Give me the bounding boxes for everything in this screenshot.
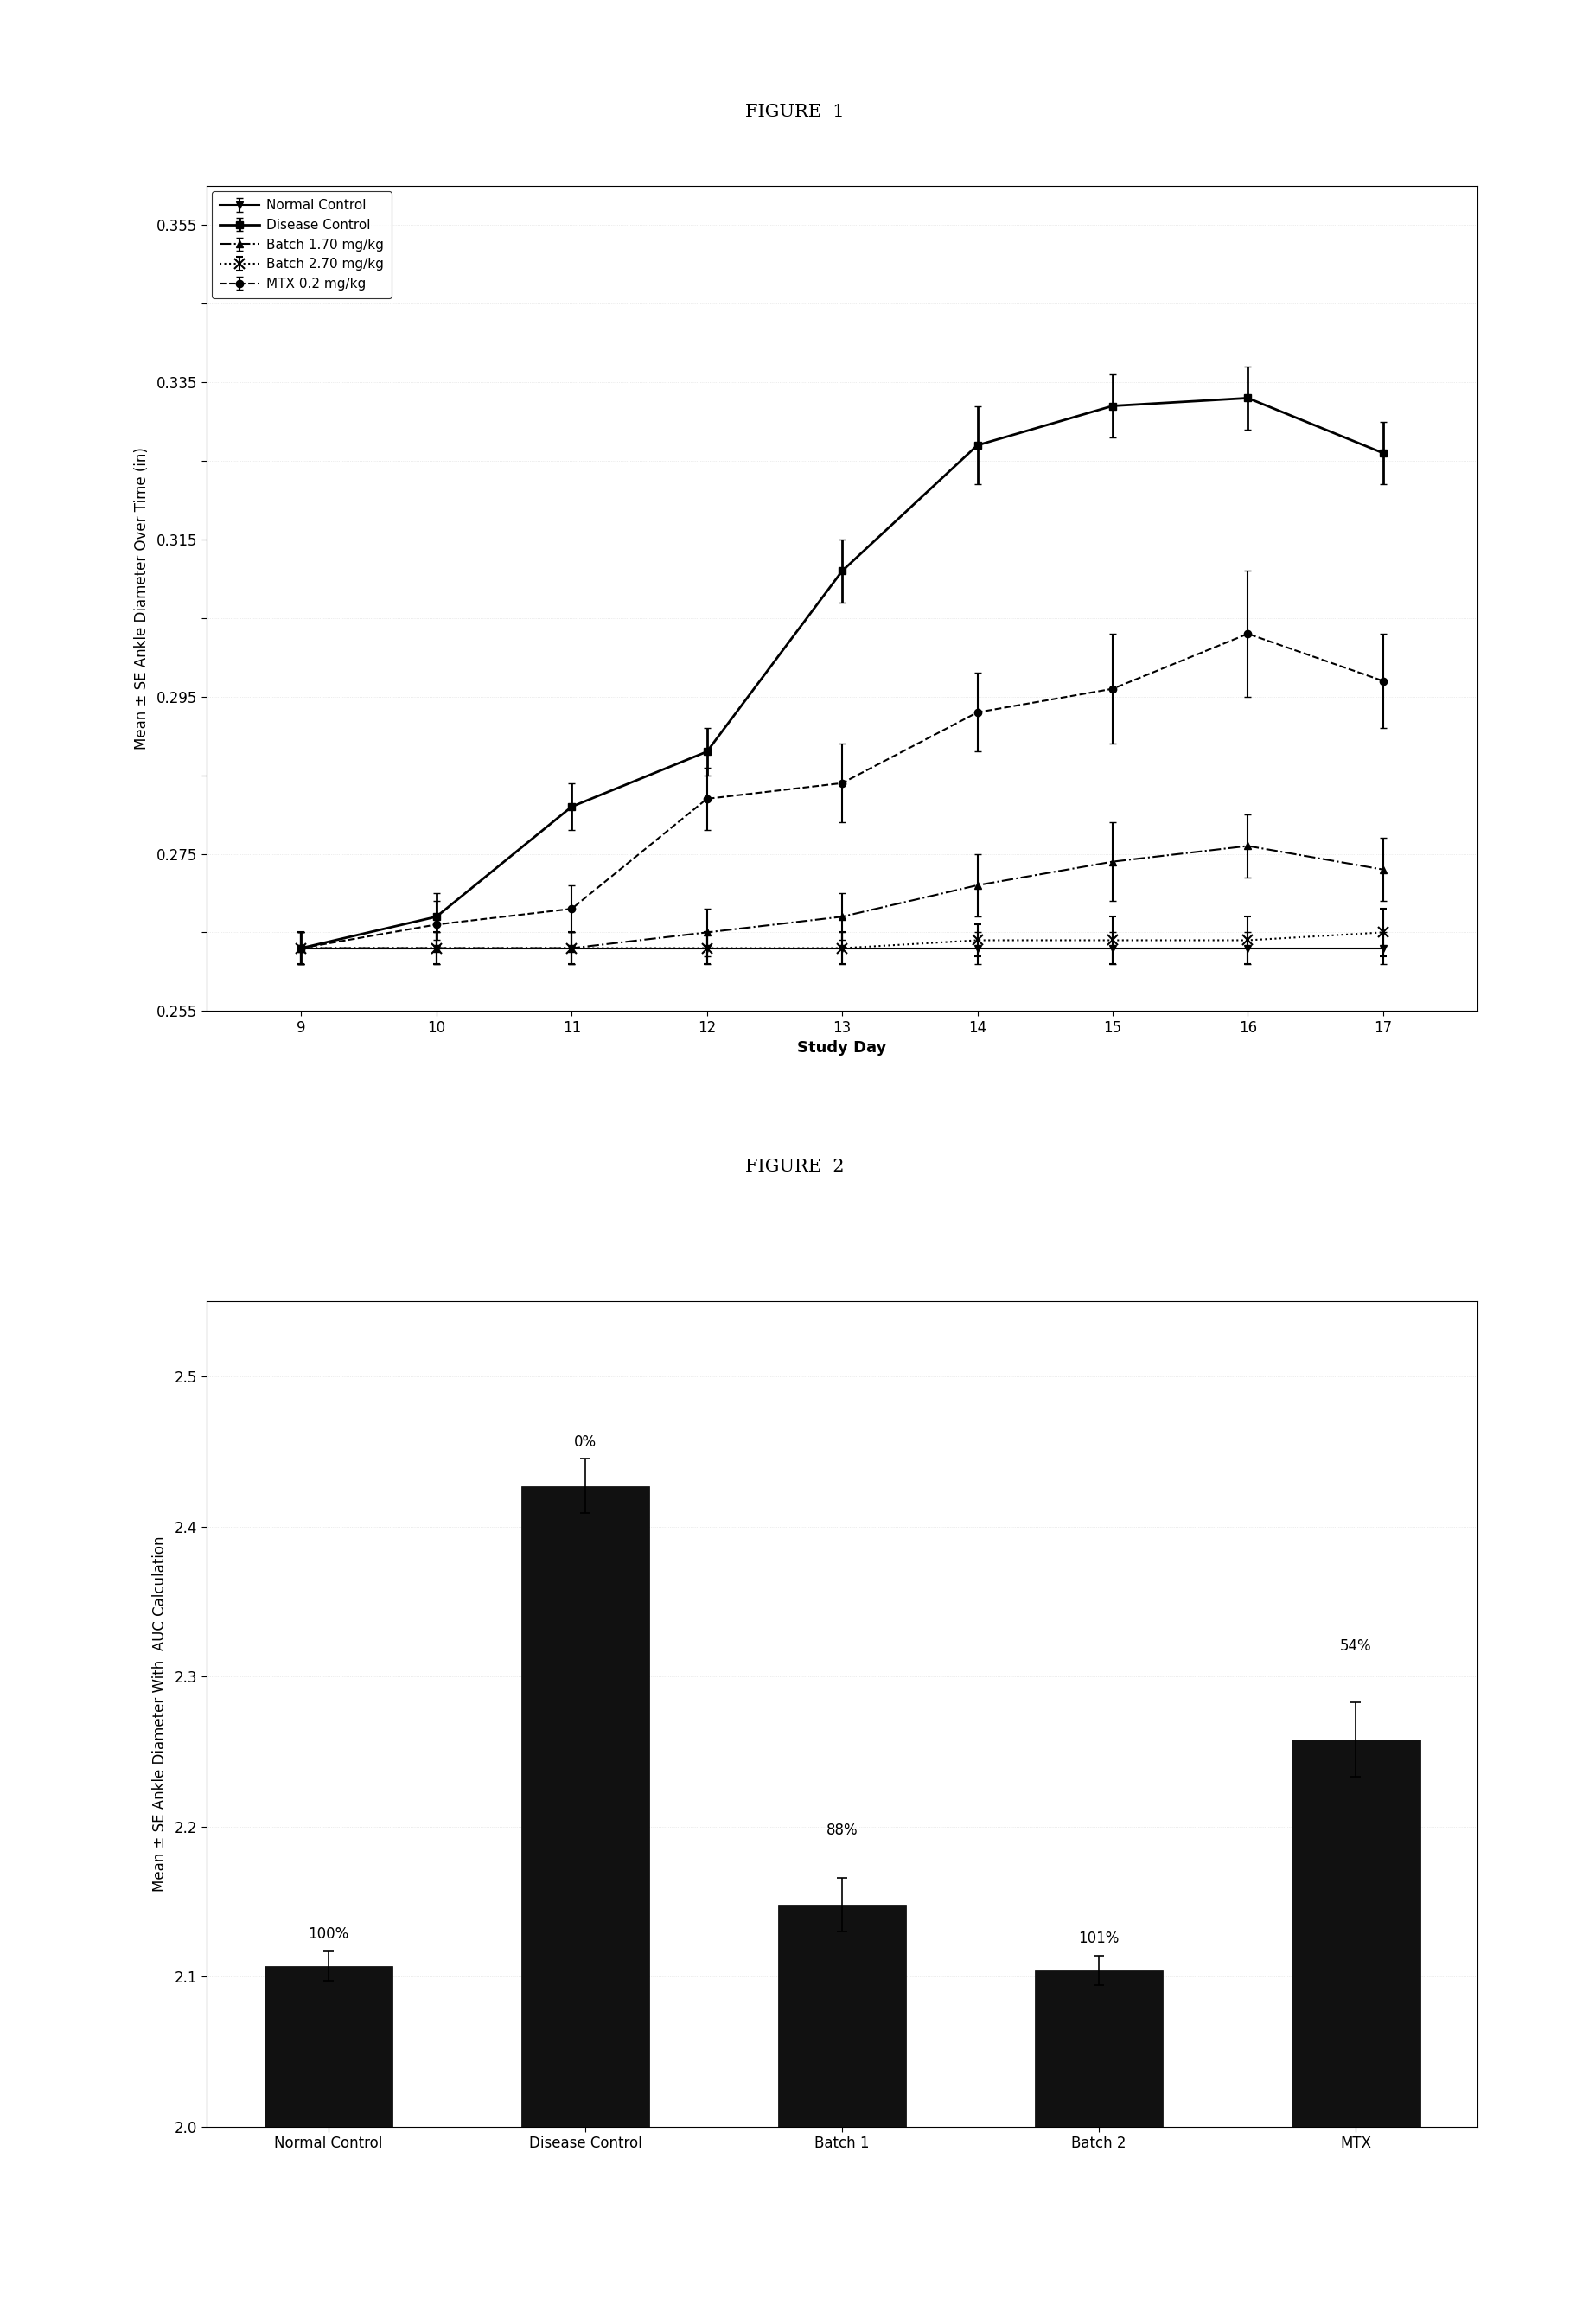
X-axis label: Study Day: Study Day	[798, 1041, 887, 1055]
Bar	[779, 1903, 906, 2126]
Y-axis label: Mean ± SE Ankle Diameter Over Time (in): Mean ± SE Ankle Diameter Over Time (in)	[133, 446, 149, 751]
Y-axis label: Mean ± SE Ankle Diameter With  AUC Calculation: Mean ± SE Ankle Diameter With AUC Calcul…	[153, 1536, 167, 1892]
Bar	[1292, 1738, 1421, 2126]
Text: 88%: 88%	[826, 1822, 858, 1838]
Legend: Normal Control, Disease Control, Batch 1.70 mg/kg, Batch 2.70 mg/kg, MTX 0.2 mg/: Normal Control, Disease Control, Batch 1…	[211, 191, 391, 297]
Bar	[264, 1966, 392, 2126]
Text: FIGURE  1: FIGURE 1	[745, 102, 844, 121]
Text: 101%: 101%	[1079, 1931, 1120, 1948]
Text: 0%: 0%	[574, 1434, 596, 1450]
Bar	[521, 1485, 650, 2126]
Bar	[1034, 1971, 1163, 2126]
Text: 54%: 54%	[1340, 1638, 1371, 1655]
Text: 100%: 100%	[308, 1927, 350, 1943]
Text: FIGURE  2: FIGURE 2	[745, 1157, 844, 1176]
